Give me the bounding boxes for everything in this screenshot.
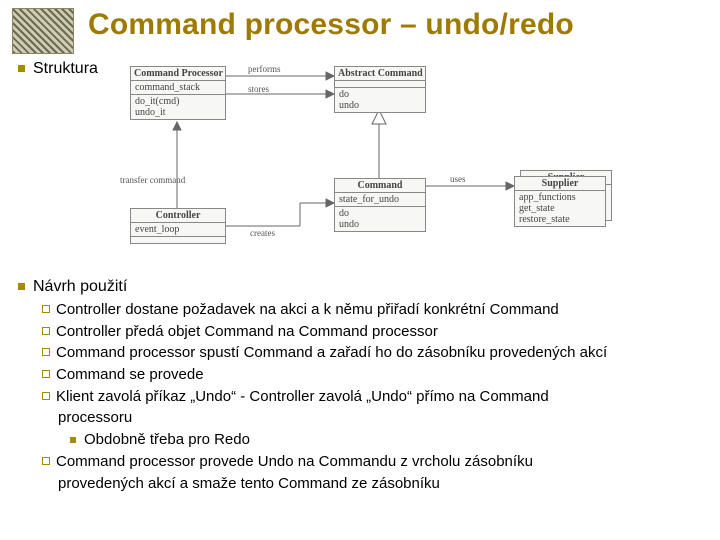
bullet-open-icon [42,370,50,378]
uml-attr: app_functions [519,192,576,203]
bullet-open-icon [42,327,50,335]
uml-op: undo_it [135,107,166,118]
bullet-open-icon [42,457,50,465]
bullet-text: Command processor provede Undo na Comman… [56,453,533,470]
slide-title: Command processor – undo/redo [88,8,574,42]
uml-op: do [339,89,349,100]
uml-node-controller: Controller event_loop [130,208,226,244]
edge-label-uses: uses [450,174,466,184]
edge-label-creates: creates [250,228,275,238]
section-struktura: Struktura [18,60,98,78]
uml-op: do [339,208,349,219]
edge-label-performs: performs [248,64,281,74]
uml-attr: command_stack [135,82,200,93]
uml-node-title: Supplier [515,177,605,191]
bullet-text: Command processor spustí Command a zařad… [56,344,607,361]
uml-op: do_it(cmd) [135,96,179,107]
uml-attr: restore_state [519,214,570,225]
bullet-icon [18,283,25,290]
bullet-icon [18,65,25,72]
bullet-text-cont: provedených akcí a smaže tento Command z… [58,475,440,492]
bullet-open-icon [42,348,50,356]
body-text: Controller dostane požadavek na akci a k… [42,300,706,495]
uml-node-title: Command [335,179,425,193]
uml-node-title: Command Processor [131,67,225,81]
section-label: Struktura [33,60,98,77]
uml-op: undo [339,100,359,111]
uml-node-title: Controller [131,209,225,223]
bullet-text: Klient zavolá příkaz „Undo“ - Controller… [56,388,549,405]
uml-node-title: Abstract Command [335,67,425,81]
uml-node-command-processor: Command Processor command_stack do_it(cm… [130,66,226,120]
bullet-icon [70,437,76,443]
bullet-open-icon [42,392,50,400]
edge-label-transfer: transfer command [120,176,180,185]
decorative-thumbnail [12,8,74,54]
section-label: Návrh použití [33,278,127,295]
uml-attr: state_for_undo [339,194,399,205]
uml-node-command: Command state_for_undo do undo [334,178,426,232]
bullet-text: Controller předá objet Command na Comman… [56,323,438,340]
uml-attr: get_state [519,203,555,214]
uml-attr: event_loop [135,224,179,235]
bullet-text: Command se provede [56,366,204,383]
slide: Command processor – undo/redo Struktura [0,0,720,540]
uml-node-supplier: Supplier app_functions get_state restore… [514,176,606,227]
uml-node-abstract-command: Abstract Command do undo [334,66,426,113]
bullet-text: Controller dostane požadavek na akci a k… [56,301,559,318]
section-navrh: Návrh použití [18,278,127,296]
uml-op: undo [339,219,359,230]
uml-diagram: performs stores transfer command creates… [120,58,640,268]
edge-label-stores: stores [248,84,269,94]
bullet-open-icon [42,305,50,313]
bullet-text-cont: processoru [58,409,132,426]
bullet-text: Obdobně třeba pro Redo [84,431,250,448]
